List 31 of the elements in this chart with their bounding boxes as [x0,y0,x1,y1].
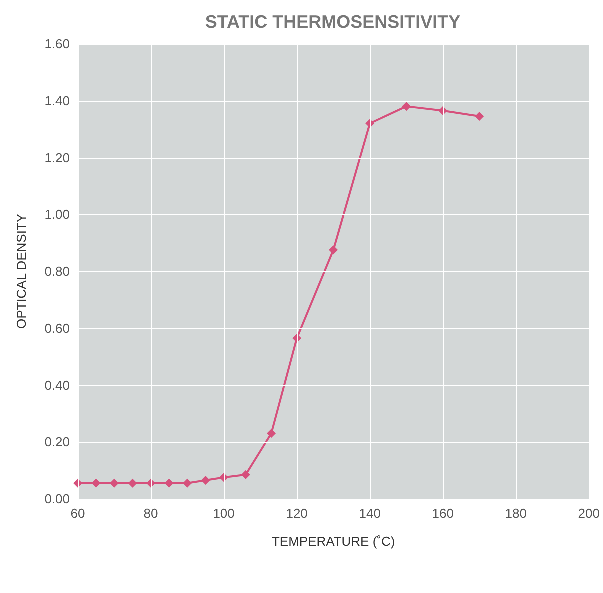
x-tick-label: 140 [359,506,381,521]
y-tick-label: 1.60 [44,36,70,52]
x-tick-label: 180 [505,506,527,521]
point [329,246,338,255]
point [475,112,484,122]
y-tick-label: 1.20 [44,150,70,166]
point [402,102,412,112]
x-axis-title: TEMPERATURE (˚C) [272,534,396,549]
x-tick-label: 200 [578,506,600,521]
x-tick-label: 160 [432,506,454,521]
point [164,478,174,488]
y-tick-label: 1.40 [44,93,70,108]
y-tick-label: 0.20 [44,434,70,450]
y-tick-label: 0.80 [44,264,70,279]
x-tick-label: 100 [213,506,235,521]
y-axis-title: OPTICAL DENSITY [14,214,29,330]
point [110,478,120,488]
point [241,470,250,480]
point [201,476,210,486]
x-tick-label: 80 [144,506,158,521]
y-tick-label: 0.60 [44,320,70,336]
x-tick-label: 60 [70,506,86,521]
point [183,478,192,488]
point [267,429,276,438]
y-tick-label: 1.00 [44,207,70,222]
y-tick-label: 0.40 [44,378,70,393]
point [92,478,101,488]
x-tick-label: 120 [286,506,308,521]
y-tick-label: 0.00 [44,492,70,506]
chart-title: STATIC THERMOSENSITIVITY [205,12,461,32]
point [128,478,138,488]
